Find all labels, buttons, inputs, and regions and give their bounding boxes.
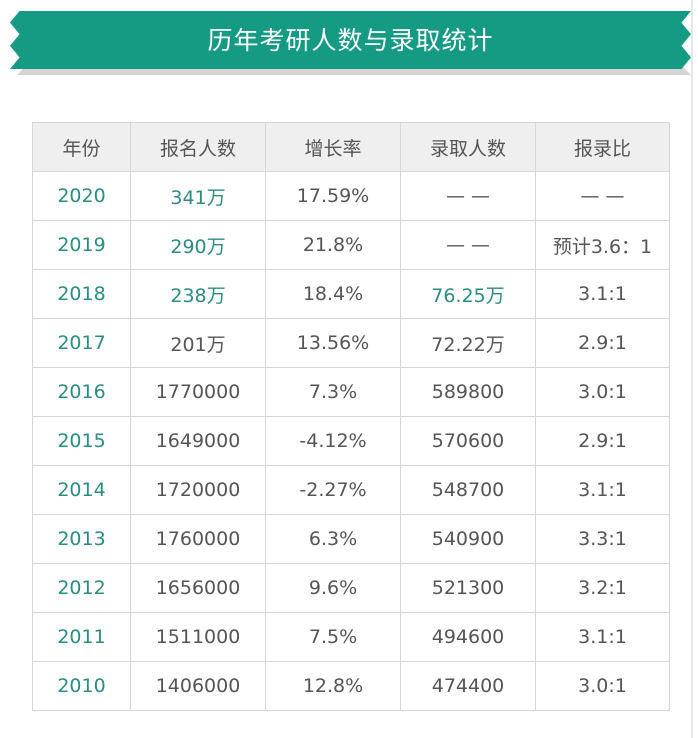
cell-ratio: 3.0:1 [535, 367, 670, 417]
cell-growth: 17.59% [265, 171, 401, 221]
cell-growth: 7.3% [265, 367, 401, 417]
cell-applicants: 1760000 [130, 514, 266, 564]
header-applicants: 报名人数 [130, 122, 266, 172]
cell-growth: 6.3% [265, 514, 401, 564]
cell-applicants: 1720000 [130, 465, 266, 515]
cell-growth: 13.56% [265, 318, 401, 368]
cell-year: 2013 [32, 514, 131, 564]
table-row: 2013 1760000 6.3% 540900 3.3:1 [32, 514, 670, 564]
table-row: 2020 341万 17.59% — — — — [32, 171, 670, 221]
cell-growth: 9.6% [265, 563, 401, 613]
page-title: 历年考研人数与录取统计 [207, 26, 494, 55]
cell-applicants: 1406000 [130, 661, 266, 711]
cell-applicants: 1511000 [130, 612, 266, 662]
cell-growth: 12.8% [265, 661, 401, 711]
cell-admitted: 521300 [400, 563, 536, 613]
cell-applicants: 1649000 [130, 416, 266, 466]
cell-applicants: 341万 [130, 171, 266, 221]
cell-year: 2016 [32, 367, 131, 417]
table-row: 2011 1511000 7.5% 494600 3.1:1 [32, 612, 670, 662]
cell-admitted: — — [400, 171, 536, 221]
table-row: 2016 1770000 7.3% 589800 3.0:1 [32, 367, 670, 417]
cell-applicants: 1656000 [130, 563, 266, 613]
cell-growth: -2.27% [265, 465, 401, 515]
cell-ratio: 预计3.6：1 [535, 220, 670, 270]
cell-year: 2018 [32, 269, 131, 319]
cell-admitted: 474400 [400, 661, 536, 711]
table-row: 2014 1720000 -2.27% 548700 3.1:1 [32, 465, 670, 515]
cell-admitted: 494600 [400, 612, 536, 662]
cell-ratio: 3.1:1 [535, 612, 670, 662]
cell-admitted: 540900 [400, 514, 536, 564]
cell-ratio: 3.1:1 [535, 269, 670, 319]
header-year: 年份 [32, 122, 131, 172]
header-admitted: 录取人数 [400, 122, 536, 172]
cell-ratio: — — [535, 171, 670, 221]
cell-year: 2017 [32, 318, 131, 368]
header-growth: 增长率 [265, 122, 401, 172]
cell-ratio: 3.1:1 [535, 465, 670, 515]
table-row: 2015 1649000 -4.12% 570600 2.9:1 [32, 416, 670, 466]
cell-year: 2020 [32, 171, 131, 221]
cell-applicants: 1770000 [130, 367, 266, 417]
cell-admitted: 548700 [400, 465, 536, 515]
table-row: 2018 238万 18.4% 76.25万 3.1:1 [32, 269, 670, 319]
cell-admitted: 76.25万 [400, 269, 536, 319]
cell-admitted: 72.22万 [400, 318, 536, 368]
cell-ratio: 3.2:1 [535, 563, 670, 613]
title-banner: 历年考研人数与录取统计 [10, 11, 691, 69]
cell-applicants: 201万 [130, 318, 266, 368]
cell-applicants: 238万 [130, 269, 266, 319]
header-ratio: 报录比 [535, 122, 670, 172]
cell-growth: -4.12% [265, 416, 401, 466]
cell-growth: 21.8% [265, 220, 401, 270]
cell-year: 2010 [32, 661, 131, 711]
table-row: 2017 201万 13.56% 72.22万 2.9:1 [32, 318, 670, 368]
cell-year: 2015 [32, 416, 131, 466]
cell-growth: 7.5% [265, 612, 401, 662]
cell-ratio: 3.3:1 [535, 514, 670, 564]
cell-ratio: 3.0:1 [535, 661, 670, 711]
cell-admitted: — — [400, 220, 536, 270]
cell-applicants: 290万 [130, 220, 266, 270]
cell-growth: 18.4% [265, 269, 401, 319]
page-edge-rule [691, 0, 693, 738]
cell-ratio: 2.9:1 [535, 416, 670, 466]
table-row: 2010 1406000 12.8% 474400 3.0:1 [32, 661, 670, 711]
cell-admitted: 570600 [400, 416, 536, 466]
cell-admitted: 589800 [400, 367, 536, 417]
admission-stats-table: 年份 报名人数 增长率 录取人数 报录比 2020 341万 17.59% — … [32, 122, 670, 711]
table-row: 2012 1656000 9.6% 521300 3.2:1 [32, 563, 670, 613]
cell-year: 2019 [32, 220, 131, 270]
table-header-row: 年份 报名人数 增长率 录取人数 报录比 [32, 122, 670, 172]
cell-ratio: 2.9:1 [535, 318, 670, 368]
cell-year: 2012 [32, 563, 131, 613]
cell-year: 2014 [32, 465, 131, 515]
cell-year: 2011 [32, 612, 131, 662]
table-row: 2019 290万 21.8% — — 预计3.6：1 [32, 220, 670, 270]
